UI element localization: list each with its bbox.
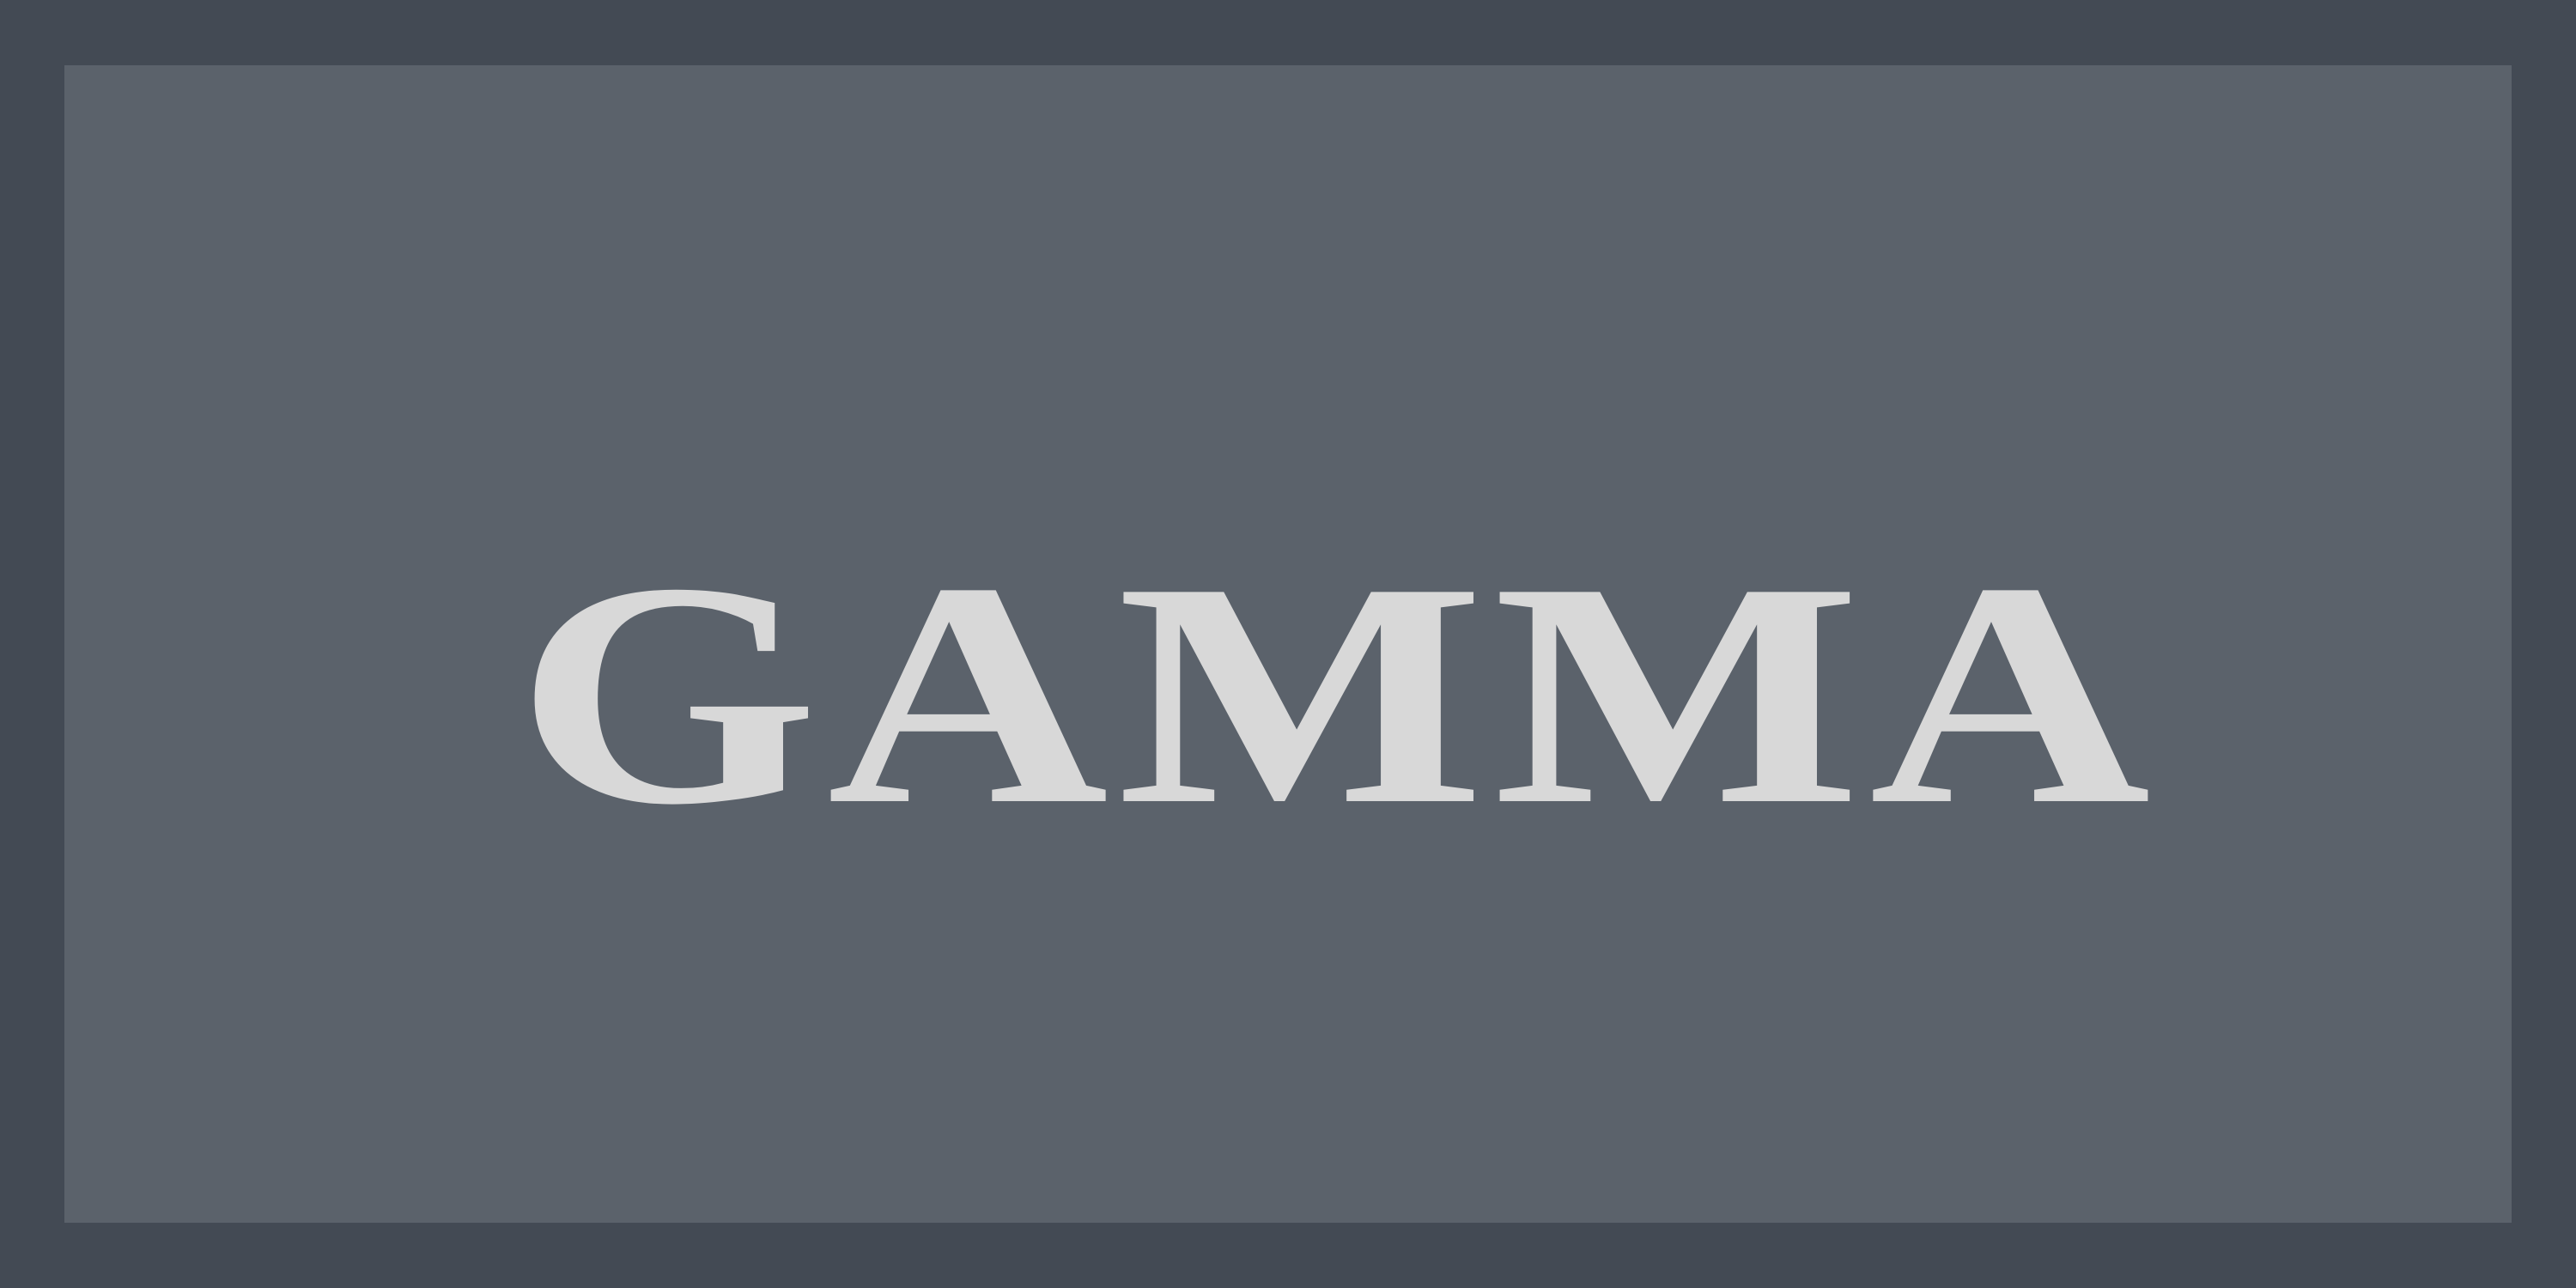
wordmark-text: GAMMA [514, 518, 2160, 871]
wordmark: GAMMA [515, 535, 2150, 854]
inner-panel: GAMMA [64, 65, 2512, 1223]
